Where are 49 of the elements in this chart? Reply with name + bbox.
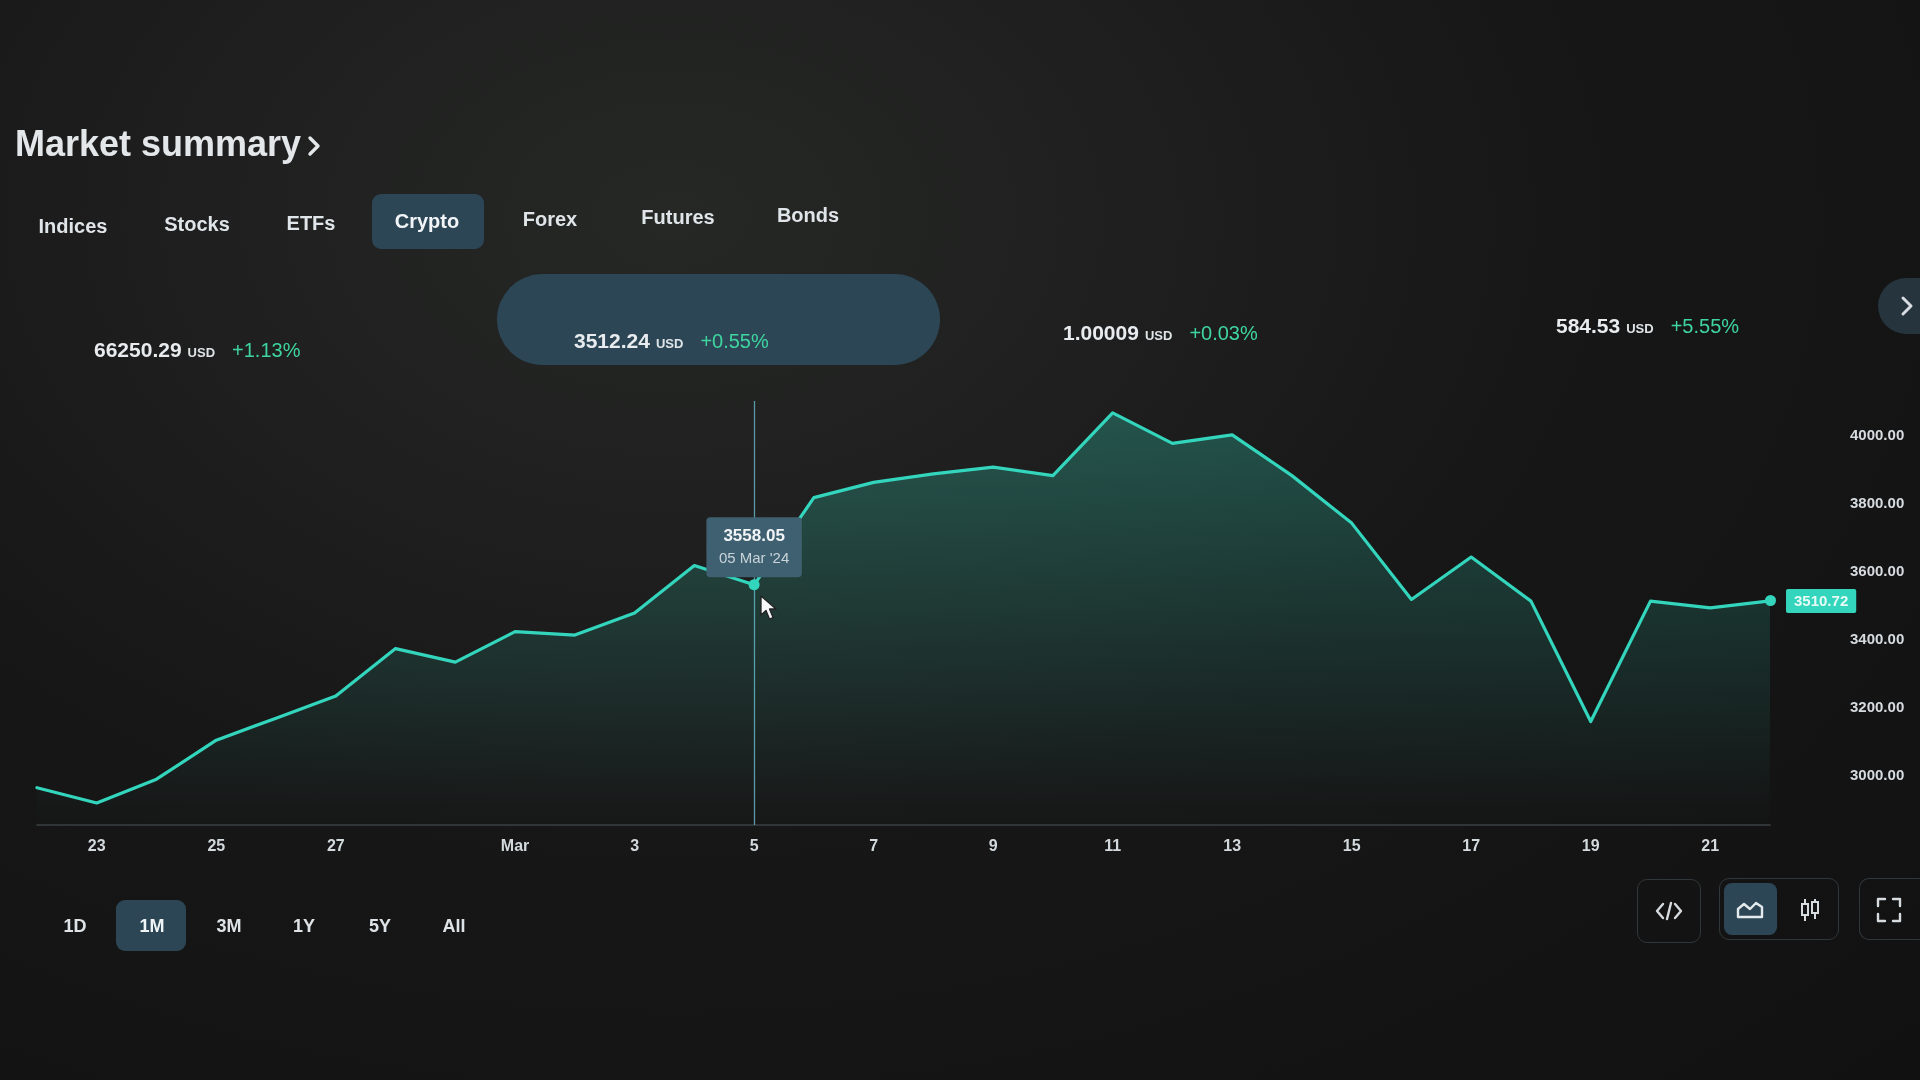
text: 5Y [368, 915, 392, 937]
text: +1.13% [232, 339, 301, 362]
text: All [442, 915, 466, 937]
y-tick-label: 3400.00 [1850, 629, 1905, 647]
text: Indices [38, 214, 108, 238]
x-tick-label: 23 [87, 836, 106, 854]
text: 3M [216, 915, 242, 937]
text: ETFs [286, 211, 336, 235]
y-tick-label: 3600.00 [1850, 562, 1905, 580]
text: +5.55% [1670, 315, 1740, 338]
text: USD [187, 345, 216, 360]
x-tick-label: Mar [500, 836, 530, 854]
x-tick-label: 13 [1223, 836, 1242, 854]
x-tick-label: 9 [988, 836, 998, 854]
text: Stocks [164, 212, 230, 236]
text: 1M [139, 915, 165, 937]
y-tick-label: 3200.00 [1850, 697, 1905, 715]
text: 1D [63, 915, 87, 937]
text: Forex [522, 207, 578, 231]
text: +0.03% [1189, 322, 1258, 345]
x-tick-label: 11 [1104, 836, 1122, 854]
x-tick-label: 15 [1342, 836, 1361, 854]
x-tick-label: 27 [326, 836, 345, 854]
x-tick-label: 7 [869, 836, 879, 854]
text: Futures [641, 205, 715, 229]
text: USD [1144, 328, 1173, 343]
data-label: 3510.72 [1794, 592, 1849, 610]
text: Bonds [776, 203, 840, 227]
text: +0.55% [700, 330, 769, 353]
text: 584.53 [1556, 314, 1621, 338]
x-tick-label: 17 [1462, 836, 1481, 854]
data-label: 3558.05 [723, 526, 785, 546]
text: Crypto [394, 209, 460, 233]
y-tick-label: 4000.00 [1850, 426, 1905, 444]
x-tick-label: 19 [1581, 836, 1600, 854]
x-tick-label: 5 [749, 836, 759, 854]
chart-title: Market summary [15, 123, 302, 165]
text: USD [1626, 321, 1654, 336]
text: 3512.24 [574, 329, 650, 353]
text: 1Y [292, 915, 316, 937]
y-tick-label: 3800.00 [1850, 494, 1905, 512]
x-tick-label: 21 [1701, 836, 1720, 854]
y-tick-label: 3000.00 [1850, 765, 1905, 783]
annotation: 05 Mar '24 [718, 549, 790, 567]
text: 1.00009 [1063, 321, 1139, 345]
x-tick-label: 3 [630, 836, 640, 854]
text: 66250.29 [94, 338, 182, 362]
text: USD [655, 336, 684, 351]
x-tick-label: 25 [207, 836, 226, 854]
